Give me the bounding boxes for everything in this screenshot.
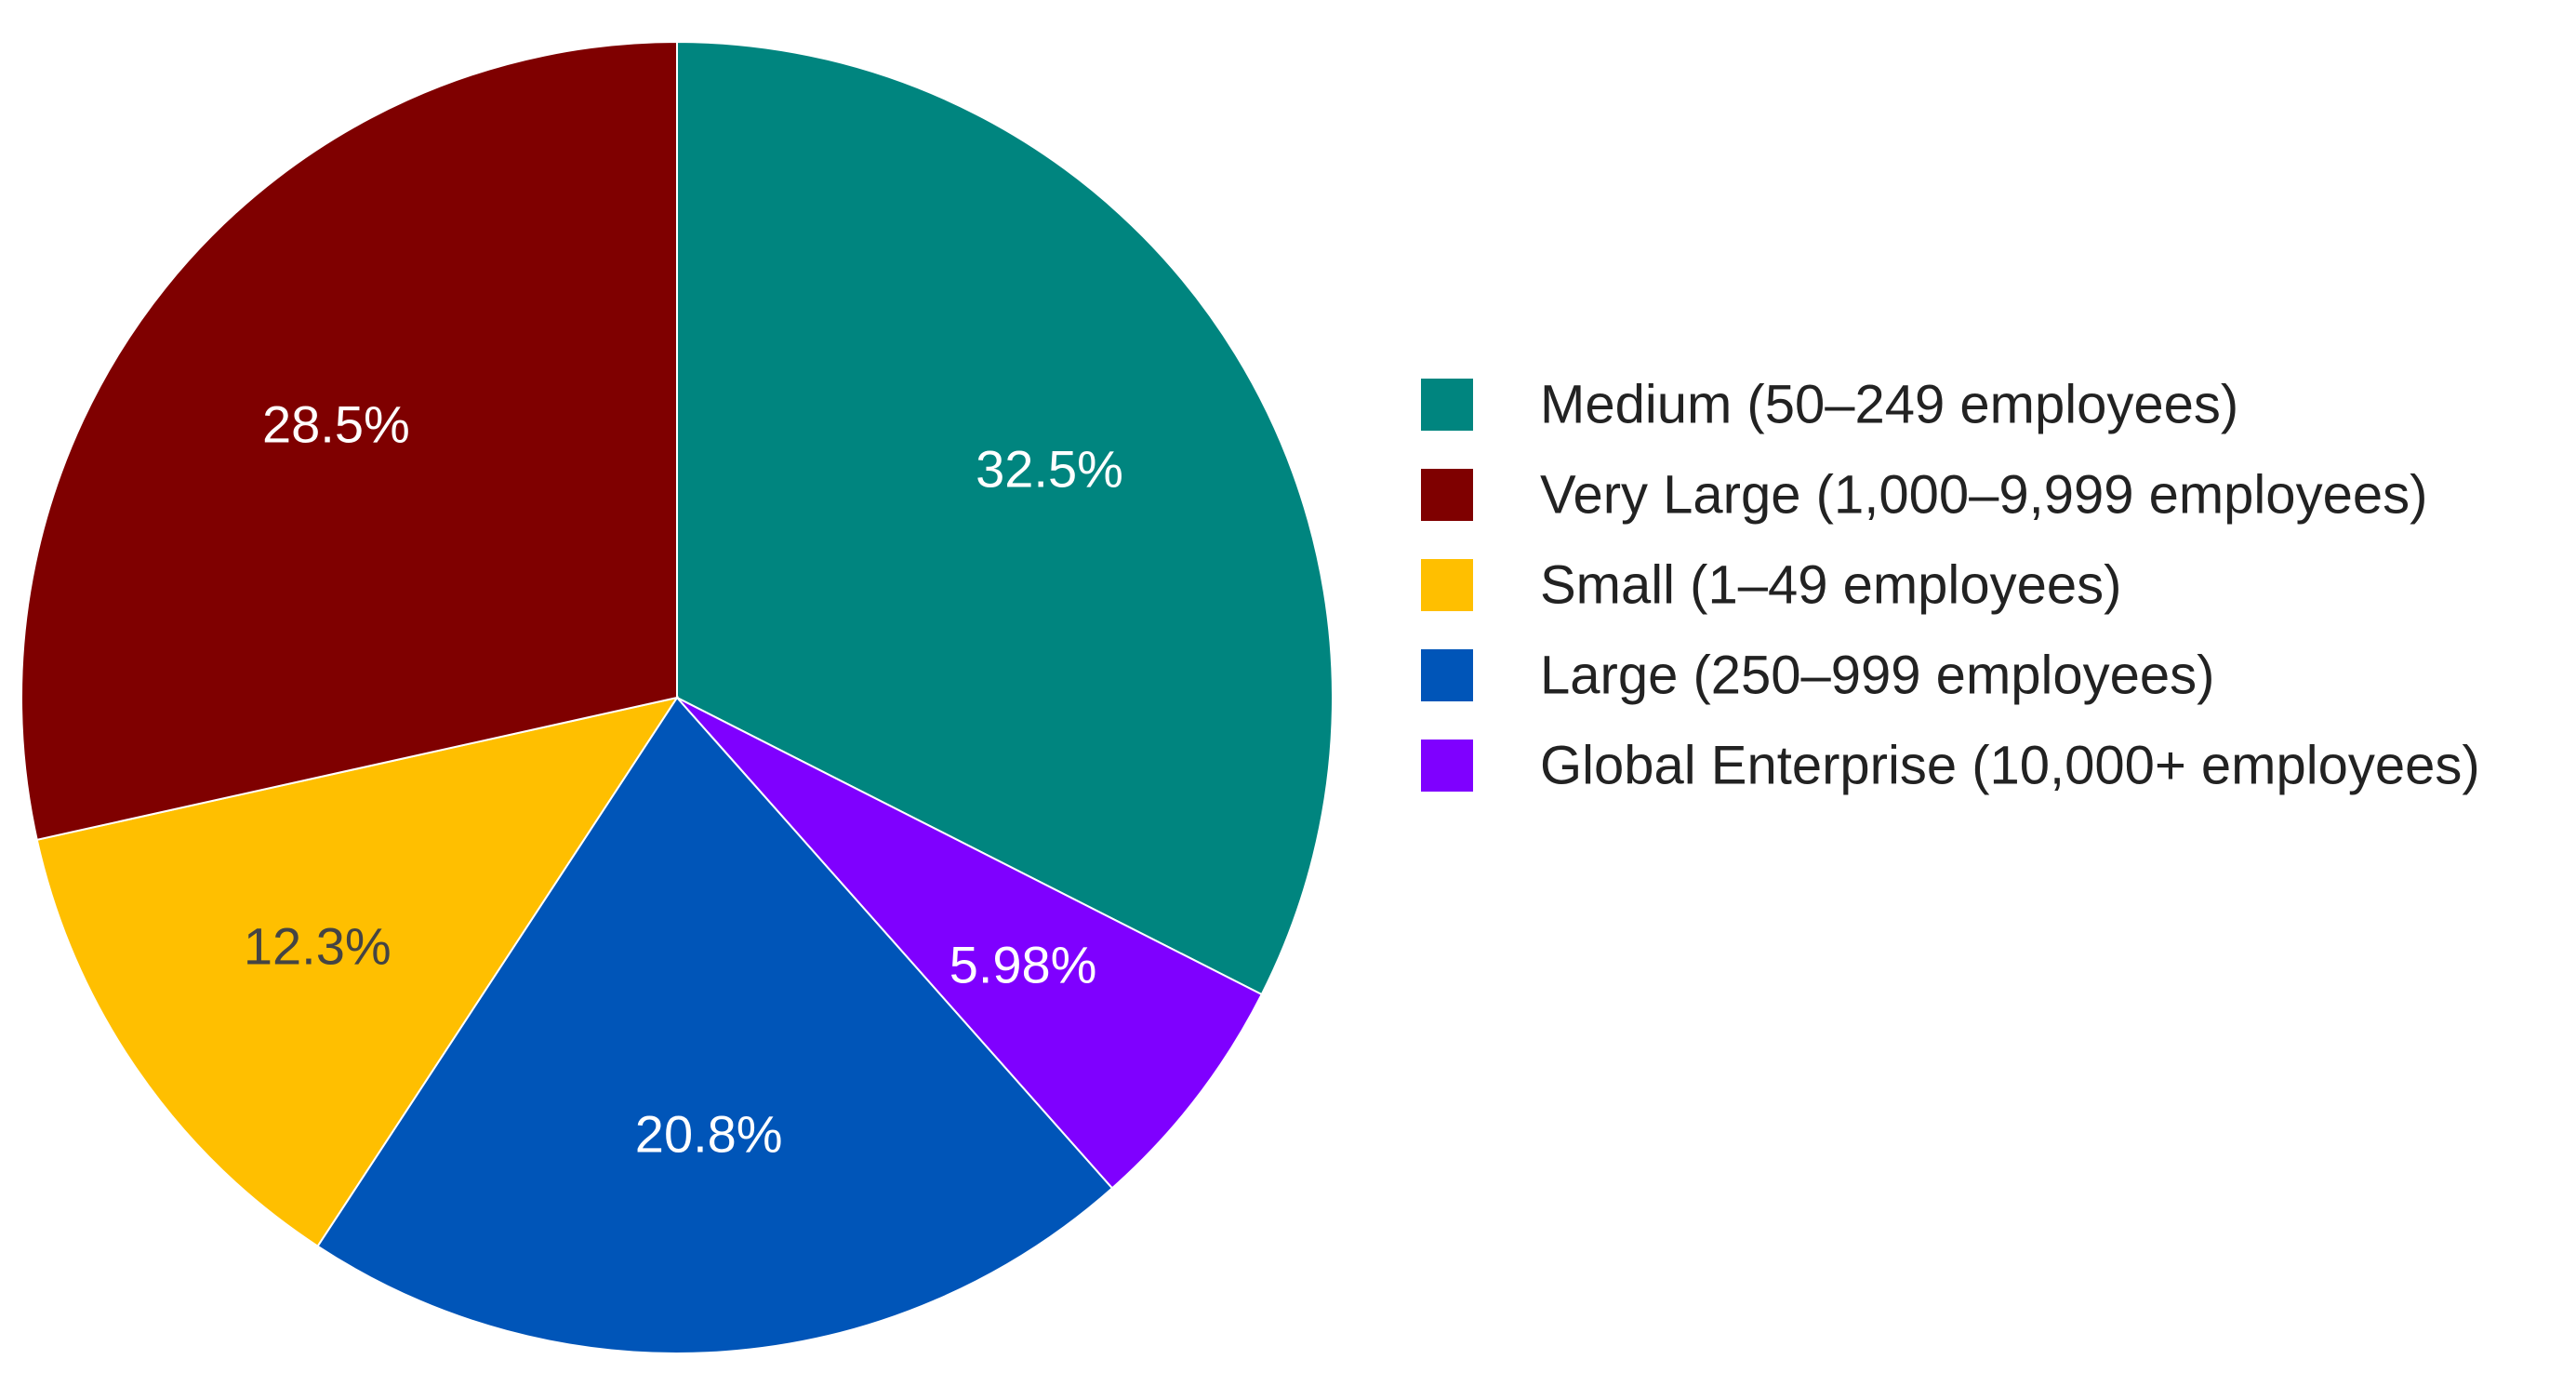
legend-swatch [1421,379,1473,431]
pie-slice-value-label: 12.3% [244,917,392,976]
legend-item: Medium (50–249 employees) [1421,375,2238,435]
pie-slices [20,40,1334,1354]
legend-swatch [1421,740,1473,792]
legend-swatch [1421,649,1473,701]
legend-swatch [1421,469,1473,521]
pie-slice-labels: 32.5% 5.98% 20.8% 12.3% 28.5% [244,394,1123,1163]
legend-item: Very Large (1,000–9,999 employees) [1421,465,2427,526]
legend-item: Global Enterprise (10,000+ employees) [1421,736,2480,796]
pie-slice-global-enterprise [676,697,1264,1190]
legend-item: Large (250–999 employees) [1421,646,2214,706]
pie-slice-medium [676,40,1334,996]
legend-label: Large (250–999 employees) [1540,646,2214,706]
pie-slice-large [316,696,1114,1354]
legend-label: Medium (50–249 employees) [1540,375,2238,435]
pie-slice-value-label: 5.98% [949,936,1097,994]
pie-slice-very-large [20,40,678,842]
pie-slice-small [35,696,680,1248]
legend-label: Small (1–49 employees) [1540,555,2121,616]
chart-legend: Medium (50–249 employees) Very Large (1,0… [1421,375,2480,796]
legend-label: Global Enterprise (10,000+ employees) [1540,736,2480,796]
pie-slice-value-label: 32.5% [976,440,1123,499]
legend-label: Very Large (1,000–9,999 employees) [1540,465,2427,526]
legend-swatch [1421,559,1473,611]
legend-item: Small (1–49 employees) [1421,555,2121,616]
pie-slice-value-label: 28.5% [262,394,410,453]
pie-slice-value-label: 20.8% [635,1104,783,1163]
